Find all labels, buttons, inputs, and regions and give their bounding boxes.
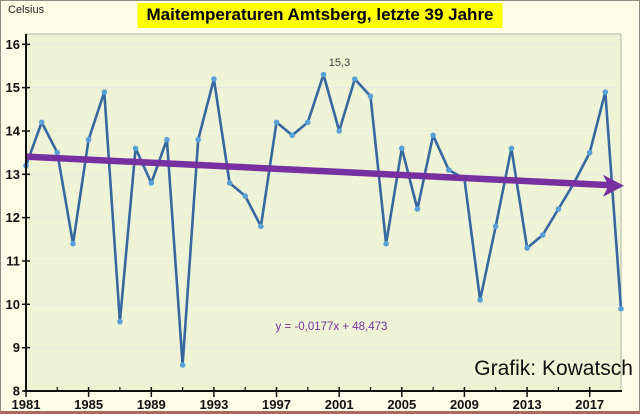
peak-value-annotation: 15,3 xyxy=(328,57,351,70)
data-point-marker xyxy=(618,305,624,312)
y-tick-label: 13 xyxy=(6,167,20,182)
data-point-marker xyxy=(305,119,311,126)
data-point-marker xyxy=(446,167,452,173)
data-point-marker xyxy=(226,180,233,186)
x-tick-label: 1997 xyxy=(262,397,291,412)
data-point-marker xyxy=(508,145,515,152)
y-tick-label: 11 xyxy=(6,254,20,269)
y-tick-label: 10 xyxy=(6,297,20,312)
data-point-marker xyxy=(555,206,562,212)
x-tick-label: 2017 xyxy=(575,397,604,412)
data-point-marker xyxy=(289,132,296,139)
x-tick-label: 1985 xyxy=(74,397,103,412)
x-tick-label: 2013 xyxy=(513,397,542,412)
data-point-marker xyxy=(70,240,76,247)
data-point-marker xyxy=(367,93,374,100)
y-tick-label: 14 xyxy=(6,124,21,139)
data-point-marker xyxy=(179,362,186,368)
data-point-marker xyxy=(352,76,358,82)
y-tick-label: 12 xyxy=(6,210,20,225)
data-point-marker xyxy=(132,145,139,152)
y-tick-label: 8 xyxy=(13,384,20,399)
data-point-marker xyxy=(539,232,546,238)
data-point-marker xyxy=(586,149,593,156)
x-tick-label: 1989 xyxy=(137,397,166,412)
data-point-marker xyxy=(273,119,280,126)
data-point-marker xyxy=(524,245,530,251)
x-tick-label: 1993 xyxy=(199,397,228,412)
trend-line xyxy=(25,153,610,189)
x-tick-label: 2001 xyxy=(325,397,354,412)
data-point-marker xyxy=(195,136,201,143)
x-tick-label: 1981 xyxy=(12,397,41,412)
data-point-marker xyxy=(164,136,170,143)
x-tick-label: 2005 xyxy=(387,397,416,412)
data-point-marker xyxy=(242,193,248,199)
data-point-marker xyxy=(54,149,61,156)
data-point-marker xyxy=(148,180,155,186)
trend-arrowhead xyxy=(603,174,624,197)
y-tick-label: 9 xyxy=(13,340,20,355)
data-point-marker xyxy=(477,297,483,303)
data-point-marker xyxy=(211,76,217,82)
chart-title: Maitemperaturen Amtsberg, letzte 39 Jahr… xyxy=(137,3,503,28)
data-point-marker xyxy=(602,89,609,95)
data-point-marker xyxy=(336,128,343,134)
y-tick-label: 16 xyxy=(6,37,20,52)
y-tick-label: 15 xyxy=(6,80,20,95)
data-point-marker xyxy=(383,240,389,247)
data-point-marker xyxy=(399,145,405,152)
data-point-marker xyxy=(101,89,108,95)
data-point-marker xyxy=(430,132,436,139)
data-point-marker xyxy=(258,223,264,230)
data-point-marker xyxy=(38,119,45,126)
data-point-marker xyxy=(320,71,327,78)
y-axis-unit-label: Celsius xyxy=(8,4,45,16)
data-point-marker xyxy=(117,318,123,325)
x-tick-label: 2009 xyxy=(450,397,479,412)
credit-label: Grafik: Kowatsch xyxy=(474,357,633,380)
data-point-marker xyxy=(414,206,421,212)
data-point-marker xyxy=(85,136,92,143)
data-point-marker xyxy=(492,223,499,230)
trendline-equation: y = -0,0177x + 48,473 xyxy=(275,321,388,333)
